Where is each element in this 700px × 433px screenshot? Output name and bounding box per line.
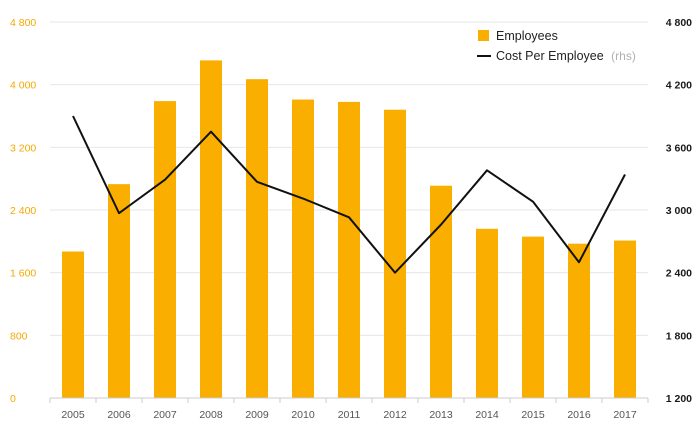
y-right-tick-label: 4 200 bbox=[666, 80, 692, 92]
bar-employees bbox=[568, 243, 590, 398]
legend-swatch-employees bbox=[478, 30, 489, 41]
x-tick-label: 2015 bbox=[521, 409, 545, 421]
x-tick-label: 2011 bbox=[338, 409, 361, 421]
y-left-tick-label: 800 bbox=[10, 330, 28, 342]
bar-employees bbox=[154, 101, 176, 398]
legend-label-cost-suffix: (rhs) bbox=[611, 49, 636, 63]
bar-employees bbox=[476, 228, 498, 398]
bar-series bbox=[62, 60, 636, 399]
x-tick-label: 2006 bbox=[107, 409, 131, 421]
x-tick-label: 2017 bbox=[613, 409, 637, 421]
y-right-tick-label: 1 200 bbox=[666, 393, 692, 405]
y-left-tick-label: 4 800 bbox=[10, 17, 36, 29]
y-right-tick-label: 1 800 bbox=[666, 330, 692, 342]
legend-label-cost-name: Cost Per Employee bbox=[496, 49, 604, 63]
y-right-tick-label: 3 000 bbox=[666, 205, 692, 217]
bar-employees bbox=[338, 101, 360, 399]
x-tick-label: 2008 bbox=[199, 409, 223, 421]
x-tick-label: 2012 bbox=[383, 409, 407, 421]
line-series bbox=[72, 115, 626, 274]
bar-employees bbox=[430, 185, 452, 398]
bar-employees bbox=[384, 109, 406, 398]
bar-employees bbox=[522, 236, 544, 398]
x-tick-label: 2016 bbox=[567, 409, 591, 421]
y-right-tick-label: 4 800 bbox=[666, 17, 692, 29]
x-tick-label: 2013 bbox=[429, 409, 453, 421]
bar-employees bbox=[246, 79, 268, 398]
axes: 0 1 200 800 1 800 1 600 2 400 2 400 3 000 3 200 3… bbox=[10, 17, 692, 421]
x-tick-label: 2009 bbox=[245, 409, 269, 421]
bar-employees bbox=[614, 240, 636, 398]
y-left-tick-label: 2 400 bbox=[10, 205, 36, 217]
legend-label-cost: Cost Per Employee (rhs) bbox=[496, 49, 636, 63]
y-left-tick-label: 3 200 bbox=[10, 142, 36, 154]
y-right-tick-label: 2 400 bbox=[666, 268, 692, 280]
x-tick-label: 2005 bbox=[61, 409, 85, 421]
x-tick-label: 2014 bbox=[475, 409, 499, 421]
x-tick-label: 2010 bbox=[291, 409, 315, 421]
legend-label-employees: Employees bbox=[496, 29, 558, 43]
x-tick-label: 2007 bbox=[153, 409, 177, 421]
y-left-tick-label: 4 000 bbox=[10, 80, 36, 92]
bar-employees bbox=[200, 60, 222, 399]
y-left-tick-label: 1 600 bbox=[10, 268, 36, 280]
y-left-tick-label: 0 bbox=[10, 393, 16, 405]
y-right-tick-label: 3 600 bbox=[666, 142, 692, 154]
bar-employees bbox=[108, 184, 130, 398]
legend: Employees Cost Per Employee (rhs) bbox=[477, 29, 636, 63]
bar-employees bbox=[62, 251, 84, 398]
bar-employees bbox=[292, 99, 314, 399]
